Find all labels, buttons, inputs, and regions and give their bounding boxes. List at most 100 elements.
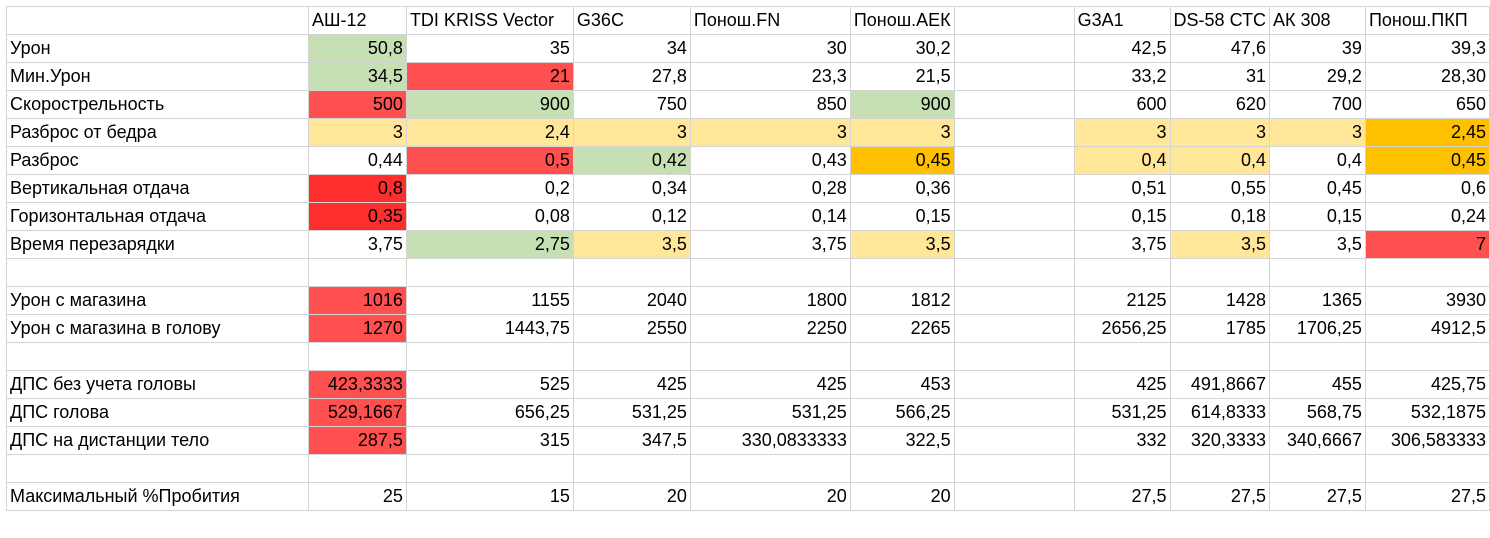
value-cell[interactable]: 39,3 [1364, 34, 1490, 63]
value-cell[interactable]: 0,34 [572, 174, 691, 203]
header-cell[interactable]: G3A1 [1073, 6, 1171, 35]
value-cell[interactable]: 0,45 [1364, 146, 1490, 175]
value-cell[interactable]: 0,55 [1169, 174, 1270, 203]
value-cell[interactable]: 0,4 [1169, 146, 1270, 175]
value-cell[interactable]: 0,15 [849, 202, 955, 231]
value-cell[interactable]: 20 [689, 482, 851, 511]
value-cell[interactable]: 0,8 [307, 174, 407, 203]
value-cell[interactable] [953, 398, 1075, 427]
header-cell[interactable]: АШ-12 [307, 6, 407, 35]
value-cell[interactable] [953, 230, 1075, 259]
value-cell[interactable]: 27,5 [1169, 482, 1270, 511]
value-cell[interactable]: 425 [572, 370, 691, 399]
value-cell[interactable] [953, 146, 1075, 175]
header-cell[interactable]: Понош.ПКП [1364, 6, 1490, 35]
value-cell[interactable]: 42,5 [1073, 34, 1171, 63]
value-cell[interactable]: 3 [689, 118, 851, 147]
value-cell[interactable]: 1812 [849, 286, 955, 315]
value-cell[interactable] [307, 258, 407, 287]
value-cell[interactable]: 532,1875 [1364, 398, 1490, 427]
value-cell[interactable]: 0,4 [1268, 146, 1366, 175]
row-label-cell[interactable]: ДПС на дистанции тело [6, 426, 309, 455]
value-cell[interactable]: 0,44 [307, 146, 407, 175]
row-label-cell[interactable] [6, 454, 309, 483]
value-cell[interactable]: 27,8 [572, 62, 691, 91]
value-cell[interactable] [953, 286, 1075, 315]
value-cell[interactable] [953, 482, 1075, 511]
value-cell[interactable]: 1800 [689, 286, 851, 315]
value-cell[interactable]: 33,2 [1073, 62, 1171, 91]
value-cell[interactable]: 31 [1169, 62, 1270, 91]
value-cell[interactable]: 425 [689, 370, 851, 399]
value-cell[interactable]: 20 [849, 482, 955, 511]
value-cell[interactable]: 0,24 [1364, 202, 1490, 231]
value-cell[interactable]: 750 [572, 90, 691, 119]
value-cell[interactable]: 491,8667 [1169, 370, 1270, 399]
value-cell[interactable]: 900 [405, 90, 574, 119]
value-cell[interactable]: 0,14 [689, 202, 851, 231]
value-cell[interactable]: 0,6 [1364, 174, 1490, 203]
value-cell[interactable]: 29,2 [1268, 62, 1366, 91]
value-cell[interactable]: 2250 [689, 314, 851, 343]
value-cell[interactable]: 568,75 [1268, 398, 1366, 427]
value-cell[interactable]: 30 [689, 34, 851, 63]
value-cell[interactable]: 1785 [1169, 314, 1270, 343]
value-cell[interactable]: 650 [1364, 90, 1490, 119]
value-cell[interactable]: 34 [572, 34, 691, 63]
value-cell[interactable]: 0,28 [689, 174, 851, 203]
value-cell[interactable]: 0,36 [849, 174, 955, 203]
value-cell[interactable]: 35 [405, 34, 574, 63]
value-cell[interactable]: 0,12 [572, 202, 691, 231]
value-cell[interactable]: 347,5 [572, 426, 691, 455]
header-cell[interactable]: TDI KRISS Vector [405, 6, 574, 35]
value-cell[interactable]: 47,6 [1169, 34, 1270, 63]
header-cell[interactable]: G36C [572, 6, 691, 35]
value-cell[interactable]: 3,75 [1073, 230, 1171, 259]
value-cell[interactable]: 0,5 [405, 146, 574, 175]
value-cell[interactable] [849, 258, 955, 287]
value-cell[interactable] [1169, 342, 1270, 371]
value-cell[interactable] [1268, 454, 1366, 483]
row-label-cell[interactable]: Урон с магазина в голову [6, 314, 309, 343]
header-cell[interactable]: АК 308 [1268, 6, 1366, 35]
value-cell[interactable]: 25 [307, 482, 407, 511]
value-cell[interactable]: 30,2 [849, 34, 955, 63]
value-cell[interactable] [307, 454, 407, 483]
value-cell[interactable] [953, 202, 1075, 231]
row-label-cell[interactable]: ДПС без учета головы [6, 370, 309, 399]
value-cell[interactable] [1073, 258, 1171, 287]
value-cell[interactable]: 2,4 [405, 118, 574, 147]
row-label-cell[interactable]: Мин.Урон [6, 62, 309, 91]
value-cell[interactable]: 1155 [405, 286, 574, 315]
row-label-cell[interactable]: Горизонтальная отдача [6, 202, 309, 231]
value-cell[interactable] [405, 258, 574, 287]
value-cell[interactable]: 3,5 [849, 230, 955, 259]
value-cell[interactable]: 322,5 [849, 426, 955, 455]
value-cell[interactable]: 900 [849, 90, 955, 119]
value-cell[interactable]: 3 [1169, 118, 1270, 147]
value-cell[interactable] [689, 342, 851, 371]
row-label-cell[interactable]: ДПС голова [6, 398, 309, 427]
value-cell[interactable] [689, 454, 851, 483]
value-cell[interactable]: 3,75 [689, 230, 851, 259]
value-cell[interactable]: 3,75 [307, 230, 407, 259]
value-cell[interactable]: 2,45 [1364, 118, 1490, 147]
value-cell[interactable] [953, 34, 1075, 63]
value-cell[interactable]: 3 [307, 118, 407, 147]
value-cell[interactable]: 2656,25 [1073, 314, 1171, 343]
row-label-cell[interactable]: Время перезарядки [6, 230, 309, 259]
value-cell[interactable]: 320,3333 [1169, 426, 1270, 455]
row-label-cell[interactable]: Разброс [6, 146, 309, 175]
value-cell[interactable] [689, 258, 851, 287]
value-cell[interactable]: 531,25 [572, 398, 691, 427]
value-cell[interactable]: 425 [1073, 370, 1171, 399]
value-cell[interactable]: 0,45 [1268, 174, 1366, 203]
value-cell[interactable]: 1270 [307, 314, 407, 343]
value-cell[interactable] [1268, 342, 1366, 371]
row-label-cell[interactable]: Максимальный %Пробития [6, 482, 309, 511]
value-cell[interactable]: 1706,25 [1268, 314, 1366, 343]
value-cell[interactable] [1364, 454, 1490, 483]
value-cell[interactable]: 3,5 [572, 230, 691, 259]
value-cell[interactable] [405, 342, 574, 371]
value-cell[interactable]: 39 [1268, 34, 1366, 63]
